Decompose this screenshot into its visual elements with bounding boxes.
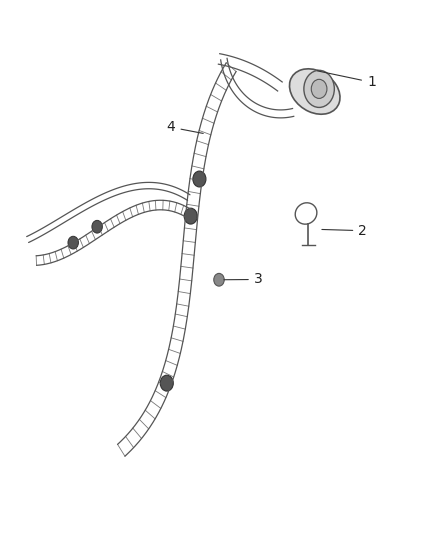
Ellipse shape xyxy=(290,69,340,114)
Circle shape xyxy=(160,375,173,391)
Text: 3: 3 xyxy=(224,272,262,286)
Text: 2: 2 xyxy=(322,224,367,238)
Circle shape xyxy=(311,79,327,99)
Circle shape xyxy=(214,273,224,286)
Circle shape xyxy=(92,220,102,233)
Text: 4: 4 xyxy=(167,120,203,134)
Text: 1: 1 xyxy=(318,71,376,89)
Circle shape xyxy=(304,70,334,108)
Circle shape xyxy=(68,236,78,249)
Circle shape xyxy=(193,171,206,187)
Circle shape xyxy=(184,208,197,224)
